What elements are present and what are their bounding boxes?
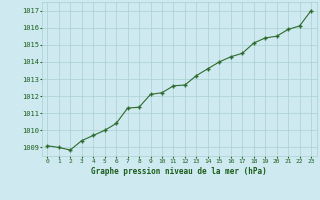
X-axis label: Graphe pression niveau de la mer (hPa): Graphe pression niveau de la mer (hPa) [91,167,267,176]
